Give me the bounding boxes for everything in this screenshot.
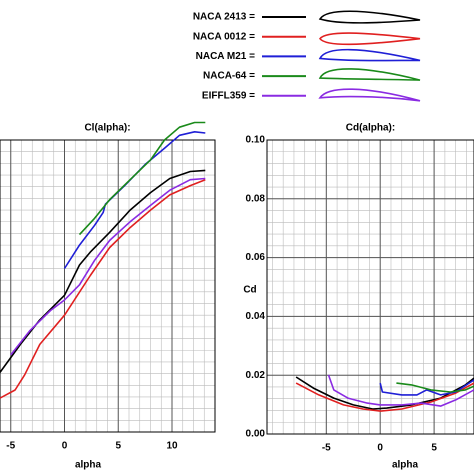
y-tick-label: 0.00 [246,429,266,440]
y-axis-label: Cd [243,285,256,296]
y-tick-label: 0.06 [246,252,266,263]
y-tick-label: 0.08 [246,193,266,204]
x-axis-label: alpha [392,460,419,471]
x-tick-label: 5 [115,441,121,452]
data-line [0,169,206,373]
airfoil-icon [318,88,421,102]
data-line [396,382,474,393]
data-line [10,177,206,356]
airfoil-icon [318,48,421,62]
plot-frame [0,139,216,433]
x-tick-label: -5 [322,443,331,454]
legend-label: NACA 0012 = [193,31,255,42]
data-line [327,374,474,407]
y-tick-label: 0.04 [246,311,266,322]
chart-title: Cl(alpha): [84,123,130,134]
y-tick-label: 0.10 [246,135,266,146]
legend-label: NACA 2413 = [193,12,255,23]
legend-label: NACA M21 = [196,51,256,62]
legend-label: NACA-64 = [203,71,255,82]
airfoil-icon [318,32,421,46]
x-tick-label: 10 [166,441,178,452]
airfoil-icon [318,10,421,24]
plot-frame [266,139,474,435]
chart-title: Cd(alpha): [346,123,395,134]
x-tick-label: 0 [62,441,68,452]
legend-label: EIFFL359 = [202,90,255,101]
airfoil-icon [318,68,421,81]
x-tick-label: 0 [377,443,383,454]
x-axis-label: alpha [75,460,102,471]
data-line [78,121,206,236]
data-line [379,379,474,396]
data-line [0,178,206,399]
data-line [295,382,474,412]
x-tick-label: 5 [431,443,437,454]
x-tick-label: -5 [6,441,15,452]
y-tick-label: 0.02 [246,370,266,381]
data-line [63,131,206,269]
